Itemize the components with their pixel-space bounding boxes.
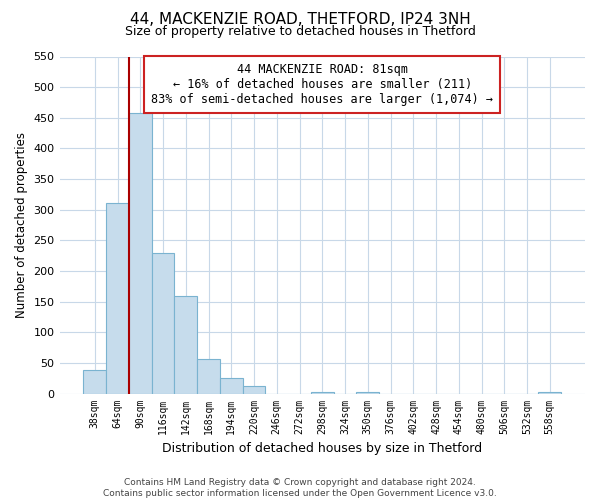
Bar bbox=[152, 253, 175, 394]
X-axis label: Distribution of detached houses by size in Thetford: Distribution of detached houses by size … bbox=[162, 442, 482, 455]
Y-axis label: Number of detached properties: Number of detached properties bbox=[15, 132, 28, 318]
Bar bbox=[311, 392, 334, 394]
Bar bbox=[197, 358, 220, 394]
Text: 44, MACKENZIE ROAD, THETFORD, IP24 3NH: 44, MACKENZIE ROAD, THETFORD, IP24 3NH bbox=[130, 12, 470, 28]
Bar bbox=[129, 114, 152, 394]
Bar bbox=[175, 296, 197, 394]
Bar bbox=[106, 203, 129, 394]
Bar bbox=[242, 386, 265, 394]
Bar bbox=[538, 392, 561, 394]
Text: 44 MACKENZIE ROAD: 81sqm
← 16% of detached houses are smaller (211)
83% of semi-: 44 MACKENZIE ROAD: 81sqm ← 16% of detach… bbox=[151, 63, 493, 106]
Text: Size of property relative to detached houses in Thetford: Size of property relative to detached ho… bbox=[125, 25, 475, 38]
Bar bbox=[83, 370, 106, 394]
Bar bbox=[220, 378, 242, 394]
Bar bbox=[356, 392, 379, 394]
Text: Contains HM Land Registry data © Crown copyright and database right 2024.
Contai: Contains HM Land Registry data © Crown c… bbox=[103, 478, 497, 498]
